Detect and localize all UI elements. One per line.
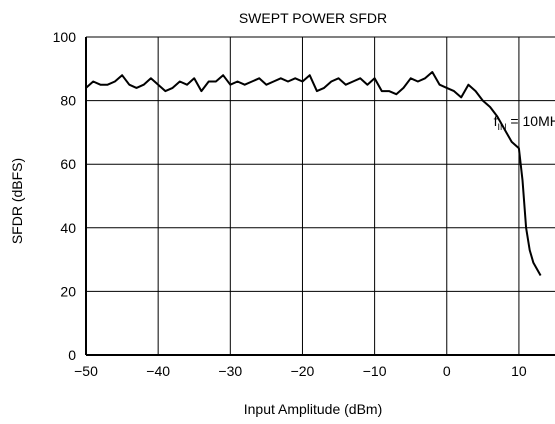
x-tick-label: −40 (146, 363, 170, 379)
y-tick-labels: 0 20 40 60 80 100 (53, 29, 77, 363)
x-axis-label: Input Amplitude (dBm) (244, 401, 383, 417)
annotation-prefix: f (494, 113, 498, 129)
x-tick-label: −50 (74, 363, 98, 379)
x-tick-label: 0 (443, 363, 451, 379)
frequency-annotation: fIN = 10MHz (494, 113, 555, 132)
x-tick-label: 10 (511, 363, 527, 379)
sfdr-series-line (85, 71, 542, 276)
grid-lines (85, 36, 555, 356)
x-tick-label: −30 (218, 363, 242, 379)
y-tick-label: 100 (53, 29, 77, 45)
chart-title: SWEPT POWER SFDR (239, 10, 387, 26)
x-tick-label: −10 (363, 363, 387, 379)
y-axis-label: SFDR (dBFS) (9, 158, 25, 244)
annotation-suffix: = 10MHz (507, 113, 555, 129)
y-tick-label: 0 (68, 347, 76, 363)
x-tick-labels: −50 −40 −30 −20 −10 0 10 (74, 363, 527, 379)
y-tick-label: 20 (60, 283, 76, 299)
axes (85, 37, 555, 356)
y-tick-label: 80 (60, 93, 76, 109)
y-tick-label: 40 (60, 220, 76, 236)
y-tick-label: 60 (60, 156, 76, 172)
annotation-subscript: IN (498, 122, 507, 132)
series-layer (85, 71, 542, 276)
x-tick-label: −20 (291, 363, 315, 379)
